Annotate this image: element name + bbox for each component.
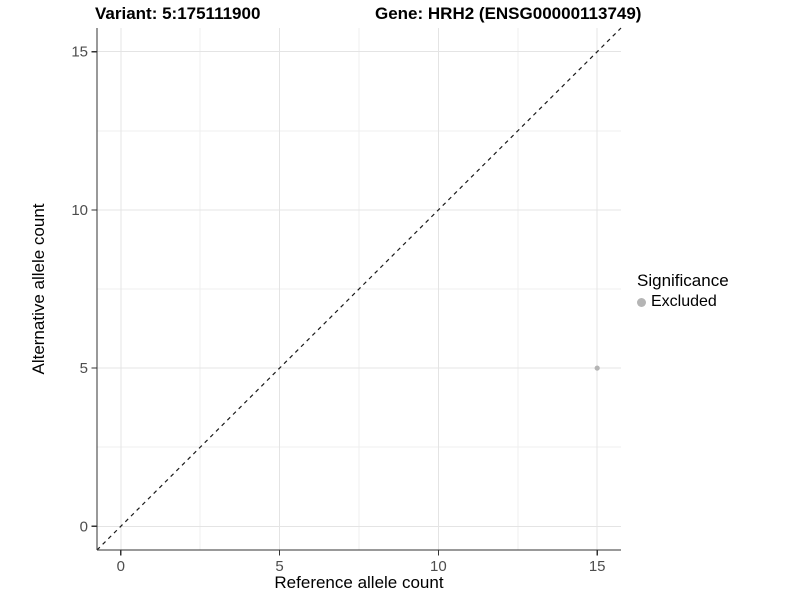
plot-title-variant: Variant: 5:175111900 [95,4,261,23]
y-tick-label: 5 [80,360,88,377]
legend-item-excluded: Excluded [637,293,729,311]
x-tick-label: 10 [430,558,447,575]
y-tick-label: 15 [71,44,88,61]
x-tick-label: 15 [589,558,606,575]
y-tick-label: 0 [80,518,88,535]
identity-line [96,27,622,551]
x-axis-title: Reference allele count [274,573,444,592]
legend-item-label: Excluded [651,293,717,310]
data-point [594,365,600,371]
x-tick-label: 5 [275,558,283,575]
legend: Significance Excluded [637,271,729,311]
x-tick-label: 0 [117,558,125,575]
legend-title: Significance [637,271,729,290]
plot-title-gene: Gene: HRH2 (ENSG00000113749) [375,4,642,23]
y-tick-label: 10 [71,202,88,219]
y-axis-title: Alternative allele count [29,203,48,375]
legend-point-icon [637,297,646,307]
